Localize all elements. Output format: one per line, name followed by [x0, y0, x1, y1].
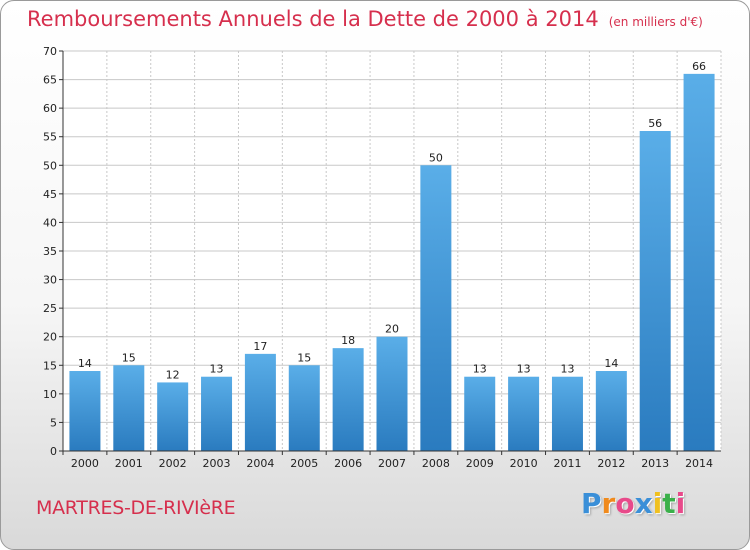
logo-letter: i — [652, 487, 663, 520]
bar — [376, 336, 408, 451]
proxiti-logo: Proxiti — [581, 487, 685, 520]
y-tick-label: 0 — [50, 445, 57, 458]
x-tick-label: 2010 — [510, 457, 538, 470]
x-tick-label: 2002 — [159, 457, 187, 470]
bar-value-label: 17 — [253, 340, 267, 353]
chart-subtitle: (en milliers d'€) — [608, 15, 703, 29]
y-tick-label: 35 — [43, 245, 57, 258]
bar — [69, 371, 101, 451]
y-tick-label: 30 — [43, 274, 57, 287]
y-tick-label: 55 — [43, 131, 57, 144]
bar-value-label: 15 — [122, 351, 136, 364]
town-name: MARTRES-DE-RIVIèRE — [36, 497, 236, 519]
bar-value-label: 50 — [429, 151, 443, 164]
x-tick-label: 2001 — [115, 457, 143, 470]
y-tick-label: 15 — [43, 359, 57, 372]
x-tick-label: 2000 — [71, 457, 99, 470]
y-tick-label: 25 — [43, 302, 57, 315]
logo-letter: r — [601, 487, 616, 520]
y-tick-label: 70 — [43, 45, 57, 58]
bar — [551, 376, 583, 451]
y-tick-label: 5 — [50, 416, 57, 429]
x-tick-label: 2009 — [466, 457, 494, 470]
bar — [157, 382, 189, 451]
bar-value-label: 20 — [385, 323, 399, 336]
bar — [244, 353, 276, 451]
bar — [332, 348, 364, 451]
y-tick-label: 45 — [43, 188, 57, 201]
x-tick-label: 2011 — [553, 457, 581, 470]
x-tick-label: 2008 — [422, 457, 450, 470]
logo-letter: x — [634, 487, 653, 520]
bar — [595, 371, 627, 451]
bar — [288, 365, 320, 451]
chart-title-row: Remboursements Annuels de la Dette de 20… — [27, 7, 703, 31]
bar-value-label: 66 — [692, 60, 706, 73]
bar-value-label: 13 — [210, 363, 224, 376]
bar-value-label: 13 — [560, 363, 574, 376]
bar-value-label: 13 — [517, 363, 531, 376]
x-tick-label: 2006 — [334, 457, 362, 470]
x-tick-label: 2013 — [641, 457, 669, 470]
logo-letter: i — [675, 487, 686, 520]
bar-value-label: 18 — [341, 334, 355, 347]
y-tick-label: 50 — [43, 159, 57, 172]
bar — [113, 365, 145, 451]
logo-letter: t — [662, 487, 676, 520]
logo-letter: o — [615, 487, 635, 520]
bar — [508, 376, 540, 451]
y-tick-label: 65 — [43, 74, 57, 87]
chart-title: Remboursements Annuels de la Dette de 20… — [27, 7, 599, 31]
x-tick-label: 2005 — [290, 457, 318, 470]
bar-value-label: 12 — [166, 368, 180, 381]
bar-value-label: 14 — [604, 357, 618, 370]
y-tick-label: 40 — [43, 216, 57, 229]
y-tick-label: 60 — [43, 102, 57, 115]
bar-value-label: 14 — [78, 357, 92, 370]
x-tick-label: 2004 — [246, 457, 274, 470]
bar-value-label: 13 — [473, 363, 487, 376]
bar — [639, 131, 671, 451]
y-tick-label: 20 — [43, 331, 57, 344]
x-tick-label: 2014 — [685, 457, 713, 470]
bar — [201, 376, 233, 451]
bar-value-label: 15 — [297, 351, 311, 364]
x-tick-label: 2003 — [203, 457, 231, 470]
bar-value-label: 56 — [648, 117, 662, 130]
logo-letter: P — [581, 487, 602, 520]
y-tick-label: 10 — [43, 388, 57, 401]
bar — [420, 165, 452, 452]
bar — [683, 73, 715, 451]
x-tick-label: 2007 — [378, 457, 406, 470]
x-tick-label: 2012 — [597, 457, 625, 470]
bar — [464, 376, 496, 451]
